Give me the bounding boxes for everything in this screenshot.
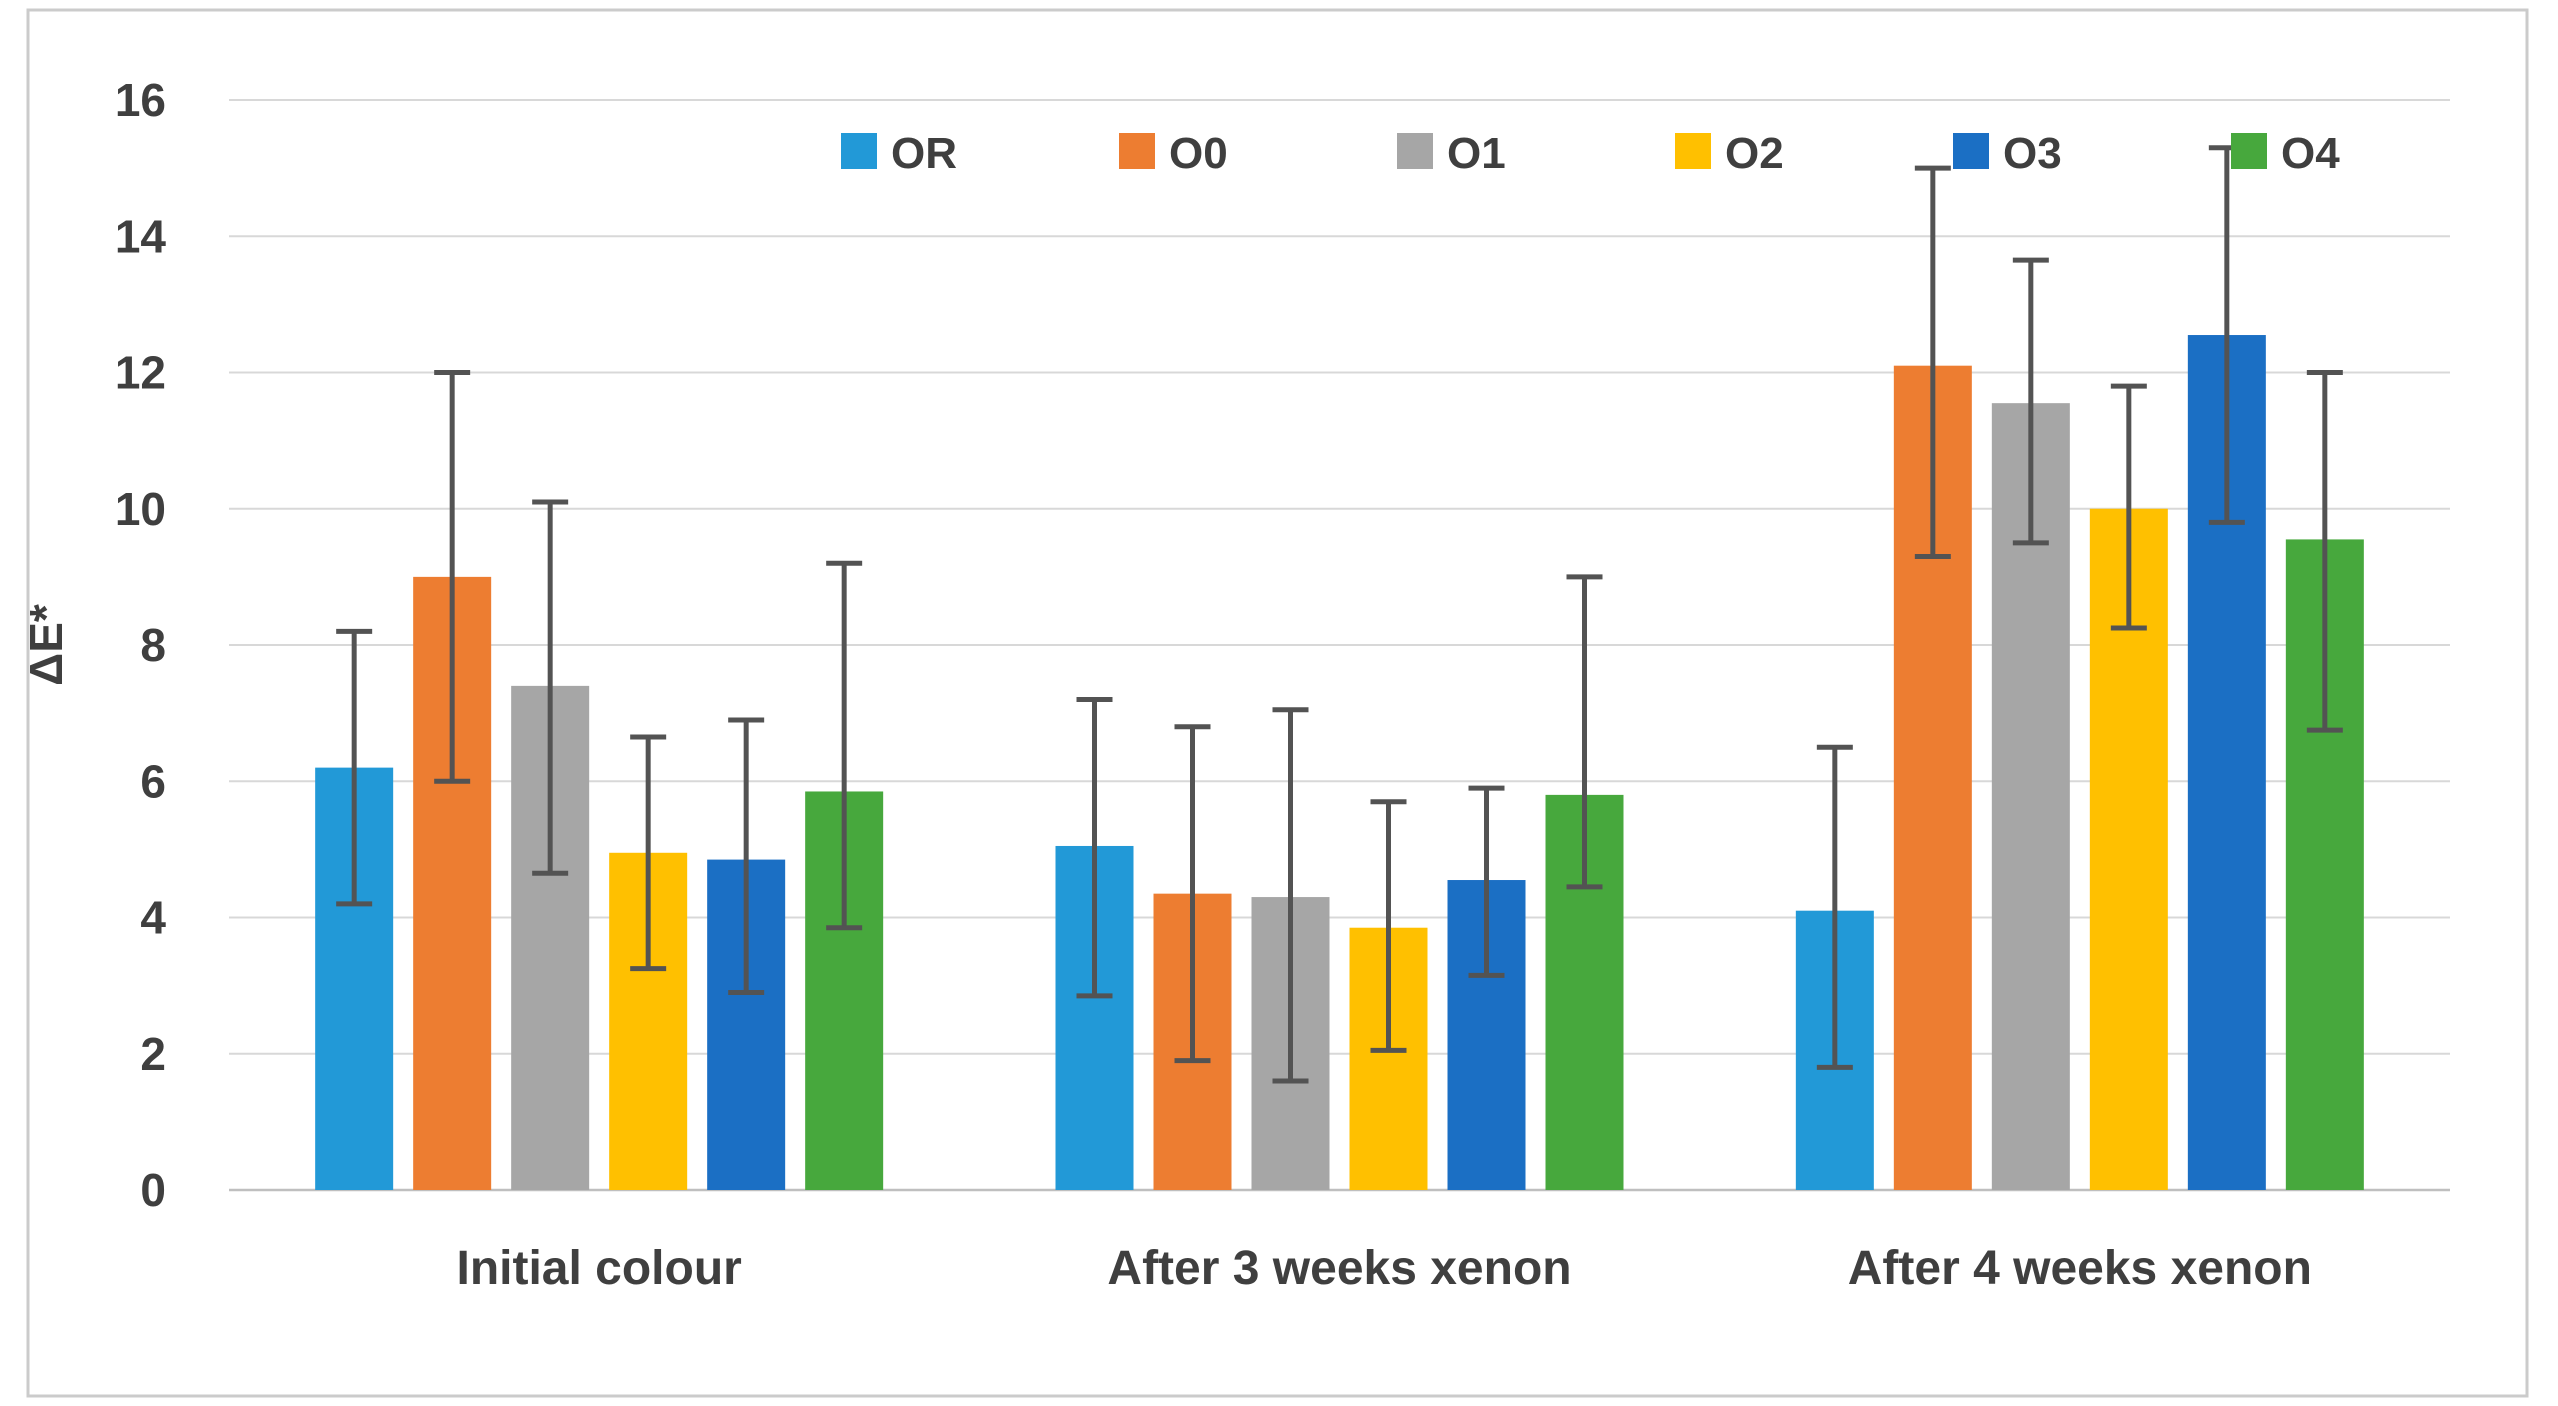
y-tick-label-8: 8 bbox=[140, 619, 166, 671]
legend-label-o0: O0 bbox=[1169, 129, 1228, 178]
legend-swatch-o3 bbox=[1953, 133, 1989, 169]
legend-label-or: OR bbox=[891, 129, 957, 178]
legend-swatch-o4 bbox=[2231, 133, 2267, 169]
legend-swatch-o0 bbox=[1119, 133, 1155, 169]
y-tick-label-4: 4 bbox=[140, 892, 166, 944]
y-tick-label-14: 14 bbox=[115, 210, 167, 262]
legend-label-o2: O2 bbox=[1725, 129, 1784, 178]
legend-swatch-o1 bbox=[1397, 133, 1433, 169]
y-tick-label-6: 6 bbox=[140, 755, 166, 807]
y-axis-title: ΔE* bbox=[20, 604, 72, 686]
y-tick-label-10: 10 bbox=[115, 483, 166, 535]
category-label-after-3-weeks-xenon: After 3 weeks xenon bbox=[1107, 1242, 1571, 1295]
legend-swatch-or bbox=[841, 133, 877, 169]
legend-label-o1: O1 bbox=[1447, 129, 1506, 178]
y-tick-label-16: 16 bbox=[115, 74, 166, 126]
legend-label-o3: O3 bbox=[2003, 129, 2062, 178]
y-tick-label-12: 12 bbox=[115, 347, 166, 399]
category-label-initial-colour: Initial colour bbox=[456, 1242, 741, 1295]
legend-label-o4: O4 bbox=[2281, 129, 2340, 178]
legend-swatch-o2 bbox=[1675, 133, 1711, 169]
y-tick-label-0: 0 bbox=[140, 1164, 166, 1216]
category-label-after-4-weeks-xenon: After 4 weeks xenon bbox=[1848, 1242, 2312, 1295]
y-tick-label-2: 2 bbox=[140, 1028, 166, 1080]
chart-frame-border bbox=[26, 8, 2529, 1398]
